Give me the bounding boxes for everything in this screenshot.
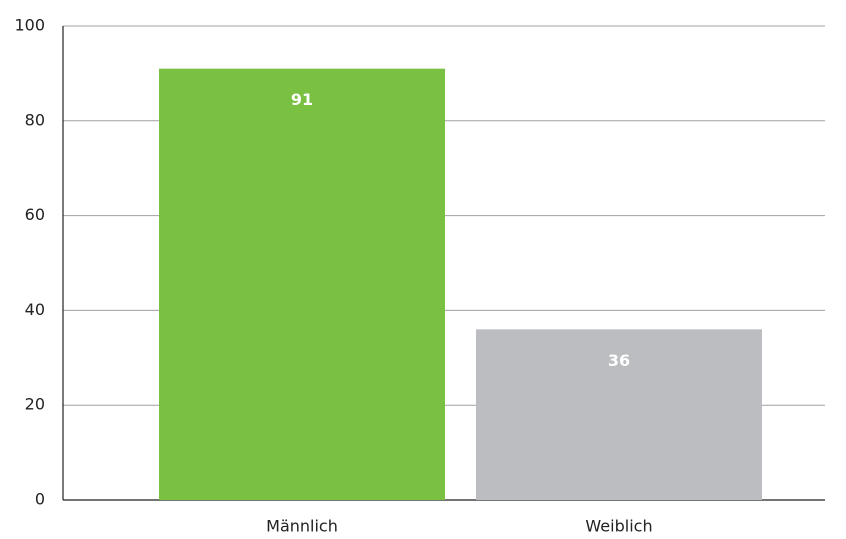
y-tick-label: 100 bbox=[14, 16, 45, 35]
data-label: 36 bbox=[608, 351, 630, 370]
bar bbox=[476, 329, 762, 500]
y-tick-label: 0 bbox=[35, 490, 45, 509]
y-tick-label: 20 bbox=[25, 395, 45, 414]
data-label: 91 bbox=[291, 90, 313, 109]
bar bbox=[159, 68, 445, 500]
y-tick-label: 80 bbox=[25, 110, 45, 129]
y-tick-label: 40 bbox=[25, 300, 45, 319]
x-tick-label: Männlich bbox=[266, 517, 338, 536]
y-tick-label: 60 bbox=[25, 205, 45, 224]
x-tick-label: Weiblich bbox=[585, 517, 652, 536]
